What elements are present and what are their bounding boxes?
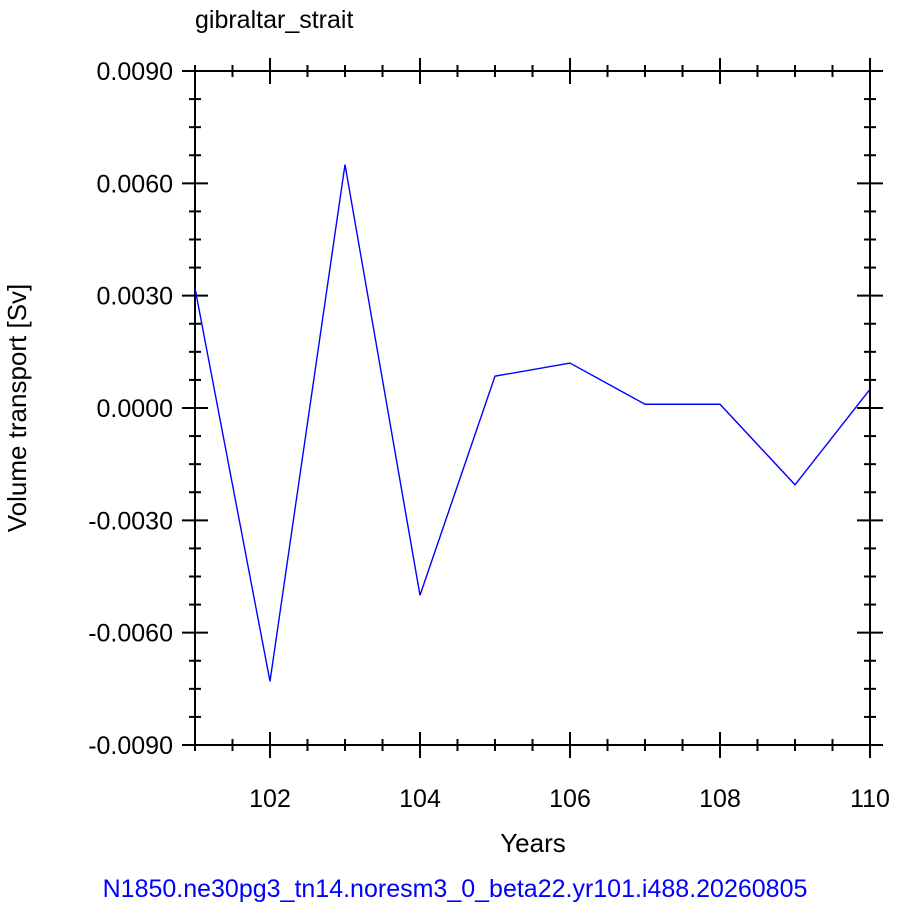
series-layer [194,164,871,682]
chart-title: gibraltar_strait [195,6,353,34]
footer-run-name: N1850.ne30pg3_tn14.noresm3_0_beta22.yr10… [103,875,808,903]
x-tick-label: 110 [850,785,890,813]
plot-frame [194,70,871,746]
y-tick-label: -0.0060 [88,620,173,648]
y-tick-label: 0.0060 [97,170,173,198]
x-tick-label: 108 [699,785,741,813]
x-axis-ticks [194,58,871,758]
y-tick-label: -0.0090 [88,732,173,760]
series-line-0 [194,164,871,682]
y-axis-tick-labels: 0.0090 0.0060 0.0030 0.0000 -0.0030 -0.0060 -0… [88,58,173,760]
x-axis-tick-labels: 102 104 106 108 110 [249,785,890,813]
x-tick-label: 106 [549,785,591,813]
y-axis-ticks [182,70,883,746]
y-tick-label: 0.0000 [97,395,173,423]
plot-area: 102 104 106 108 110 0.0090 0.0060 0.0030 0.0000… [88,58,890,813]
x-tick-label: 102 [249,785,291,813]
x-tick-label: 104 [399,785,441,813]
y-axis-title: Volume transport [Sv] [2,284,32,533]
y-tick-label: 0.0030 [97,283,173,311]
y-tick-label: -0.0030 [88,507,173,535]
x-axis-title: Years [500,828,566,858]
y-tick-label: 0.0090 [97,58,173,86]
